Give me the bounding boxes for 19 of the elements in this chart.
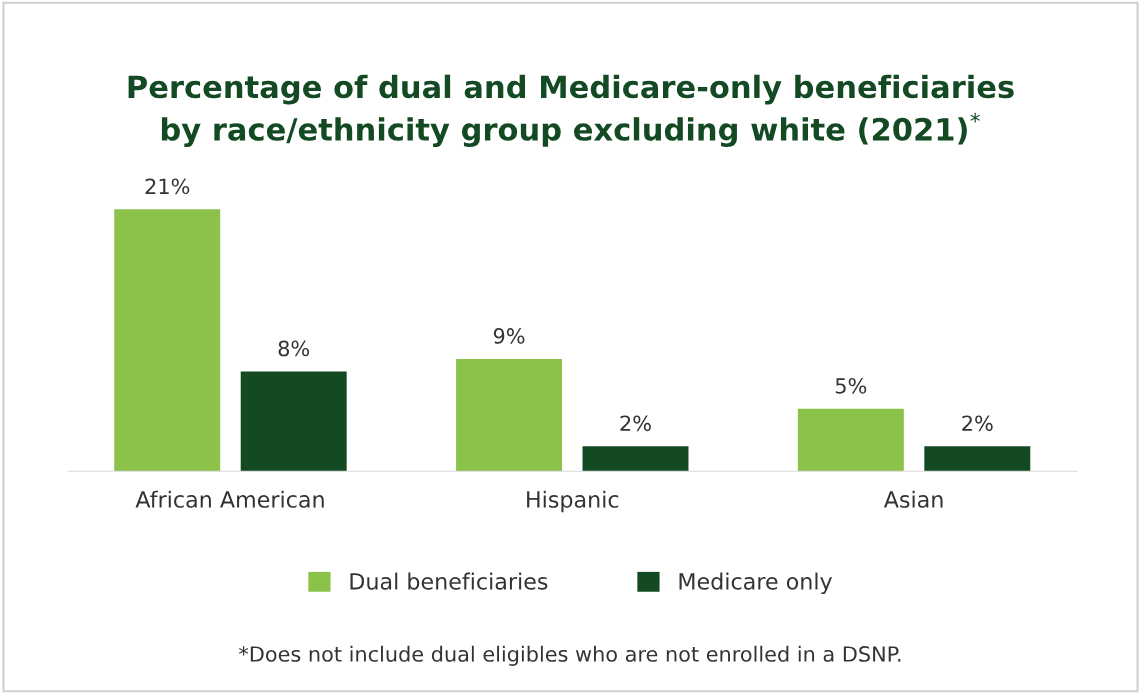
bar [114, 209, 221, 472]
x-tick-label: Hispanic [527, 490, 619, 513]
data-label: 9% [493, 328, 525, 344]
x-tick-label: African American [135, 490, 324, 508]
bar [456, 358, 563, 472]
x-tick-label: Asian [883, 490, 943, 508]
data-label: 8% [278, 340, 310, 357]
bar [797, 408, 904, 472]
data-label: 21% [145, 178, 190, 195]
text: *Does not include dual eligibles who are not enrolled in a DSNP. [239, 645, 901, 666]
bar [924, 446, 1031, 472]
bar [240, 371, 347, 472]
chart-title: Percentage of dual and Medicare-only beneficiaries by race/ethnicity group excluding white (2021)$^{*}$ [128, 74, 1014, 148]
bar [582, 446, 689, 472]
data-label: 2% [620, 415, 651, 432]
legend-label: Dual beneficiaries [350, 572, 548, 590]
data-label: 2% [962, 415, 993, 432]
legend-label: Medicare only [679, 572, 833, 595]
data-label: 5% [835, 377, 867, 394]
